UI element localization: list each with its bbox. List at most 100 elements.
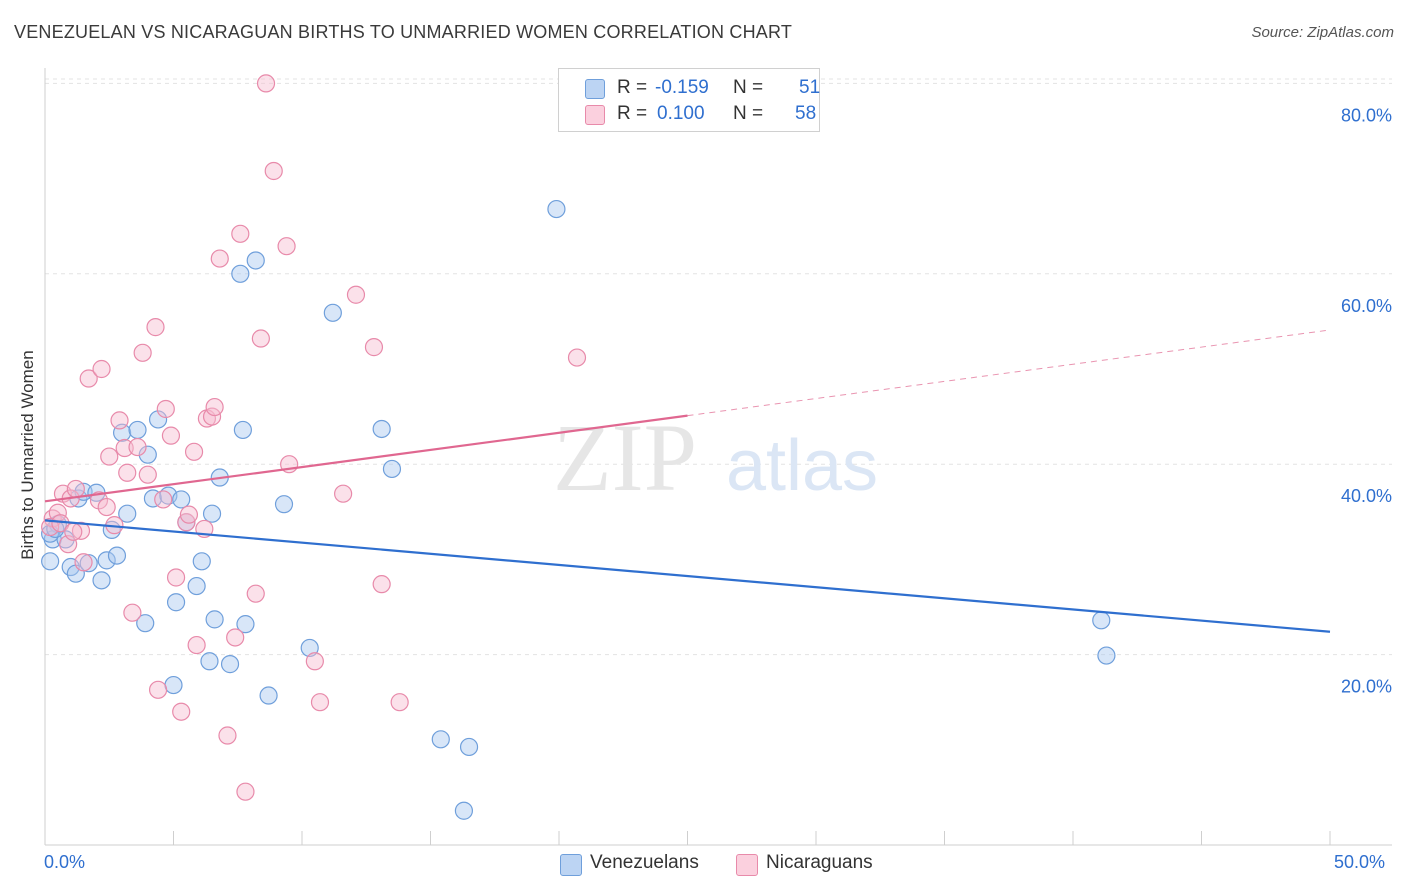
venezuelan-point <box>459 737 479 757</box>
bottom-legend-swatch-nicaraguans <box>736 854 758 876</box>
y-tick-labels: 20.0% 40.0% 60.0% 80.0% <box>1341 105 1392 696</box>
bottom-legend-swatch-venezuelans <box>560 854 582 876</box>
nicaraguan-point <box>161 426 181 445</box>
venezuelan-point <box>92 571 111 590</box>
source-label: Source: ZipAtlas.com <box>1251 24 1394 41</box>
nicaraguan-point <box>128 437 147 457</box>
venezuelan-point <box>128 420 147 440</box>
series-venezuelans <box>41 199 1116 820</box>
venezuelan-point <box>236 615 255 634</box>
legend-swatch-venezuelans <box>585 79 605 99</box>
legend-n-value-venezuelans: 51 <box>799 77 821 98</box>
watermark: ZIP atlas <box>553 404 878 511</box>
watermark-atlas: atlas <box>726 426 878 506</box>
nicaraguan-point <box>138 465 157 484</box>
x-tick-label-max: 50.0% <box>1334 852 1386 872</box>
legend-r-value-nicaraguans: 0.100 <box>657 103 705 124</box>
nicaraguan-point <box>567 348 587 367</box>
nicaraguan-point <box>92 359 111 379</box>
bottom-legend-label-nicaraguans: Nicaraguans <box>766 852 873 873</box>
nicaraguan-point <box>179 505 199 524</box>
legend-r-label: R = <box>617 103 648 124</box>
trend-lines <box>44 329 1331 633</box>
y-tick-label: 40.0% <box>1341 486 1392 506</box>
venezuelan-point <box>1092 611 1111 630</box>
nicaraguan-point <box>334 484 353 503</box>
y-tick-label: 80.0% <box>1341 105 1392 125</box>
nicaraguan-point <box>218 726 237 745</box>
venezuelan-point <box>97 551 116 570</box>
nicaraguan-point <box>310 693 330 712</box>
venezuelan-point <box>1097 646 1116 665</box>
venezuelan-point <box>136 614 155 633</box>
venezuelan-point <box>166 593 186 612</box>
watermark-zip: ZIP <box>553 404 697 511</box>
nicaraguan-point <box>264 161 283 181</box>
nicaraguan-point <box>118 463 137 482</box>
legend-swatch-nicaraguans <box>585 105 605 125</box>
venezuelan-point <box>200 652 219 671</box>
venezuelan-point <box>246 251 265 270</box>
venezuelan-point <box>118 504 137 523</box>
nicaraguan-point <box>251 329 270 348</box>
x-tick-label-min: 0.0% <box>44 852 86 872</box>
venezuelans-trend-line <box>44 519 1331 633</box>
nicaraguan-point <box>205 397 224 417</box>
nicaraguan-point <box>79 369 98 388</box>
nicaraguan-point <box>346 285 366 304</box>
venezuelan-point <box>172 490 191 509</box>
venezuelan-point <box>79 554 98 573</box>
nicaraguan-point <box>148 680 168 699</box>
nicaraguan-point <box>256 74 276 93</box>
nicaraguan-point <box>172 702 191 721</box>
nicaraguan-point <box>390 693 409 712</box>
nicaraguan-point <box>184 442 204 461</box>
venezuelan-point <box>192 552 211 571</box>
nicaraguan-point <box>226 628 245 647</box>
nicaraguan-point <box>305 652 324 671</box>
legend-n-label: N = <box>733 77 764 98</box>
nicaraguan-point <box>133 343 152 362</box>
nicaraguan-point <box>74 553 93 572</box>
nicaraguan-point <box>97 497 116 517</box>
legend-r-label: R = <box>617 77 648 98</box>
nicaraguan-point <box>277 237 296 256</box>
nicaraguan-point <box>187 635 206 655</box>
nicaraguan-point <box>146 318 165 337</box>
venezuelan-point <box>382 459 402 479</box>
venezuelan-point <box>107 546 127 565</box>
y-tick-label: 20.0% <box>1341 677 1392 697</box>
venezuelan-point <box>300 638 319 658</box>
grid-lines <box>45 78 1392 656</box>
venezuelan-point <box>323 303 342 322</box>
nicaraguan-point <box>156 399 175 419</box>
venezuelan-point <box>372 419 391 439</box>
venezuelan-point <box>138 445 157 464</box>
venezuelan-point <box>231 264 250 283</box>
nicaraguan-point <box>210 249 229 268</box>
venezuelan-point <box>431 730 450 749</box>
venezuelan-point <box>41 552 60 571</box>
nicaraguan-point <box>246 584 265 603</box>
nicaraguan-point <box>364 338 384 357</box>
nicaraguan-point <box>166 568 186 587</box>
venezuelan-point <box>187 576 206 596</box>
venezuelan-point <box>547 199 566 219</box>
nicaraguan-point <box>71 521 91 540</box>
y-tick-label: 60.0% <box>1341 296 1392 316</box>
axes <box>44 68 1392 846</box>
chart-title: VENEZUELAN VS NICARAGUAN BIRTHS TO UNMAR… <box>14 22 793 42</box>
venezuelan-point <box>220 655 240 674</box>
nicaraguan-point <box>372 575 391 594</box>
nicaraguan-point <box>100 447 119 466</box>
bottom-legend-label-venezuelans: Venezuelans <box>590 852 699 873</box>
nicaraguan-point <box>236 782 255 801</box>
nicaraguan-point <box>110 411 129 430</box>
nicaraguans-trend-extension <box>687 329 1331 417</box>
nicaraguan-point <box>231 224 250 243</box>
correlation-legend: R = -0.159 N = 51 R = 0.100 N = 58 <box>558 68 820 132</box>
series-nicaraguans <box>41 74 587 801</box>
venezuelan-point <box>233 420 252 440</box>
nicaraguan-point <box>115 438 134 458</box>
